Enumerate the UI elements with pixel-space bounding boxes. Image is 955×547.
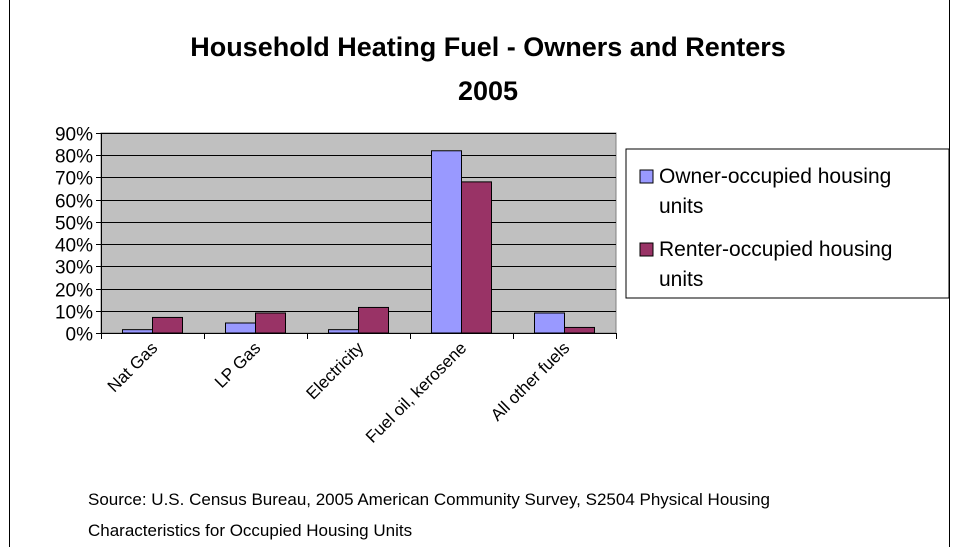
legend-box (625, 148, 950, 299)
y-tick-label: 80% (55, 147, 93, 168)
bar-renter-4 (564, 326, 595, 334)
bar-owner-2 (328, 329, 359, 334)
y-tick-label: 50% (55, 214, 93, 235)
legend-label-renter-line-1: Renter-occupied housing (659, 238, 892, 261)
legend-swatch-renter (639, 242, 654, 257)
y-tick-label: 30% (55, 258, 93, 279)
legend-label-owner-line-2: units (659, 195, 703, 218)
gridlines (101, 133, 616, 312)
plot-area (100, 132, 617, 334)
legend-label-renter-line-2: units (659, 268, 703, 291)
bar-owner-3 (431, 150, 462, 334)
legend-label-owner-line-1: Owner-occupied housing (659, 165, 891, 188)
x-tick-label: Electricity (302, 338, 367, 403)
x-tick-label: All other fuels (487, 338, 573, 424)
y-tick-label: 10% (55, 303, 93, 324)
x-tick-label: LP Gas (211, 338, 264, 391)
bar-owner-4 (534, 312, 565, 334)
bars (122, 150, 595, 334)
bar-owner-0 (122, 329, 153, 334)
y-tick-labels: 0%10%20%30%40%50%60%70%80%90% (55, 125, 93, 346)
bar-renter-0 (152, 316, 183, 334)
bar-owner-1 (225, 322, 256, 334)
y-tick-label: 40% (55, 236, 93, 257)
y-tick-label: 90% (55, 125, 93, 146)
bar-renter-1 (255, 312, 286, 334)
y-tick-label: 70% (55, 169, 93, 190)
source-note-line-2: Characteristics for Occupied Housing Uni… (88, 521, 412, 540)
y-tick-label: 60% (55, 192, 93, 213)
x-tick-label: Nat Gas (104, 338, 162, 396)
bar-renter-2 (358, 306, 389, 334)
x-tick-label: Fuel oil, kerosene (362, 338, 470, 446)
axes (96, 133, 617, 339)
source-note-line-1: Source: U.S. Census Bureau, 2005 America… (88, 490, 770, 509)
y-tick-label: 0% (66, 325, 94, 346)
y-tick-label: 20% (55, 281, 93, 302)
chart-title-line-1: Household Heating Fuel - Owners and Rent… (190, 32, 786, 62)
legend-swatch-owner (639, 169, 654, 184)
chart-title-line-2: 2005 (458, 76, 518, 106)
bar-renter-3 (461, 181, 492, 334)
